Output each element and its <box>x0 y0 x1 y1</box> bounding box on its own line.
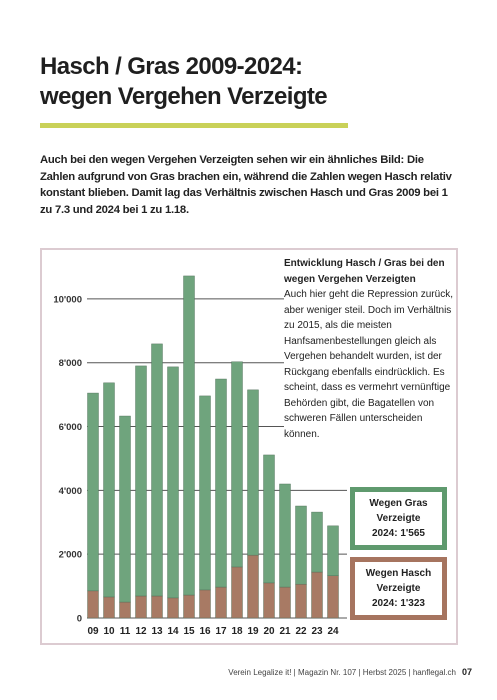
chart: 0 2'000 4'000 6'000 8'000 10'000 09 10 11 12 13 14 1… <box>53 275 347 637</box>
x-tick-label: 15 <box>183 626 195 637</box>
y-tick-label: 8'000 <box>59 358 82 369</box>
bar-segment <box>103 382 115 598</box>
bar-segment <box>295 583 307 619</box>
x-tick-label: 12 <box>135 626 147 637</box>
legend-name: Wegen Gras Verzeigte <box>369 498 428 524</box>
x-tick-label: 21 <box>279 626 291 637</box>
bar-segment <box>119 601 131 619</box>
bar-segment <box>279 483 291 588</box>
legend-name: Wegen Hasch Verzeigte <box>365 568 432 594</box>
x-tick-label: 13 <box>151 626 163 637</box>
bar-segment <box>167 366 179 599</box>
x-tick-label: 22 <box>295 626 307 637</box>
x-tick-label: 18 <box>231 626 243 637</box>
y-tick-label: 6'000 <box>59 422 82 433</box>
page-number: 07 <box>462 667 473 677</box>
x-tick-label: 09 <box>87 626 99 637</box>
bar-segment <box>199 395 211 591</box>
chart-note: Entwicklung Hasch / Gras bei den wegen V… <box>284 256 454 446</box>
x-tick-label: 11 <box>120 626 131 637</box>
bar-segment <box>263 454 275 584</box>
bar-segment <box>199 589 211 619</box>
x-tick-label: 19 <box>247 626 259 637</box>
intro: Auch bei den wegen Vergehen Verzeigten s… <box>40 154 452 216</box>
title: Hasch / Gras 2009-2024: wegen Vergehen V… <box>40 52 460 112</box>
bar-segment <box>295 505 307 585</box>
x-tick-label: 14 <box>167 626 179 637</box>
bar-segment <box>215 378 227 588</box>
bar-segment <box>135 595 147 619</box>
bar-segment <box>311 511 323 573</box>
bar-segment <box>87 590 99 619</box>
bar-segment <box>231 361 243 568</box>
bar-segment <box>151 595 163 619</box>
bar-segment <box>87 392 99 592</box>
x-tick-label: 20 <box>263 626 275 637</box>
bar-segment <box>311 571 323 619</box>
bar-segment <box>263 582 275 619</box>
legend-gras: Wegen Gras Verzeigte 2024: 1'565 <box>350 487 447 550</box>
note-text: Auch hier geht die Repression zurück, ab… <box>284 289 453 440</box>
bar-segment <box>135 365 147 597</box>
title-line: wegen Vergehen Verzeigte <box>40 83 328 110</box>
y-tick-label: 4'000 <box>59 486 82 497</box>
x-tick-label: 17 <box>215 626 227 637</box>
bar-segment <box>103 596 115 619</box>
legend-value: 2024: 1'323 <box>372 598 425 609</box>
bar-segment <box>167 597 179 619</box>
bar-segment <box>247 554 259 619</box>
y-tick-label: 10'000 <box>53 294 82 305</box>
x-tick-label: 24 <box>327 626 339 637</box>
note-title: Entwicklung Hasch / Gras bei den wegen V… <box>284 258 445 285</box>
chart-frame: 0 2'000 4'000 6'000 8'000 10'000 09 10 11 12 13 14 1… <box>40 248 458 645</box>
bar-segment <box>119 415 131 603</box>
bar-segment <box>327 575 339 619</box>
legend-hasch: Wegen Hasch Verzeigte 2024: 1'323 <box>350 557 447 620</box>
x-tick-label: 16 <box>199 626 211 637</box>
bar-segment <box>279 586 291 619</box>
bar-segment <box>231 566 243 619</box>
y-tick-label: 2'000 <box>59 550 82 561</box>
title-rule <box>40 123 348 128</box>
title-line: Hasch / Gras 2009-2024: <box>40 53 303 80</box>
x-tick-label: 23 <box>311 626 323 637</box>
bar-segment <box>183 275 195 596</box>
y-tick-label: 0 <box>77 614 82 625</box>
bar-segment <box>215 586 227 619</box>
legend-value: 2024: 1'565 <box>372 528 425 539</box>
bar-segment <box>183 594 195 619</box>
x-tick-label: 10 <box>103 626 115 637</box>
bar-segment <box>327 525 339 576</box>
footer: Verein Legalize it! | Magazin Nr. 107 | … <box>228 668 456 677</box>
bar-segment <box>151 343 163 597</box>
bar-segment <box>247 389 259 556</box>
